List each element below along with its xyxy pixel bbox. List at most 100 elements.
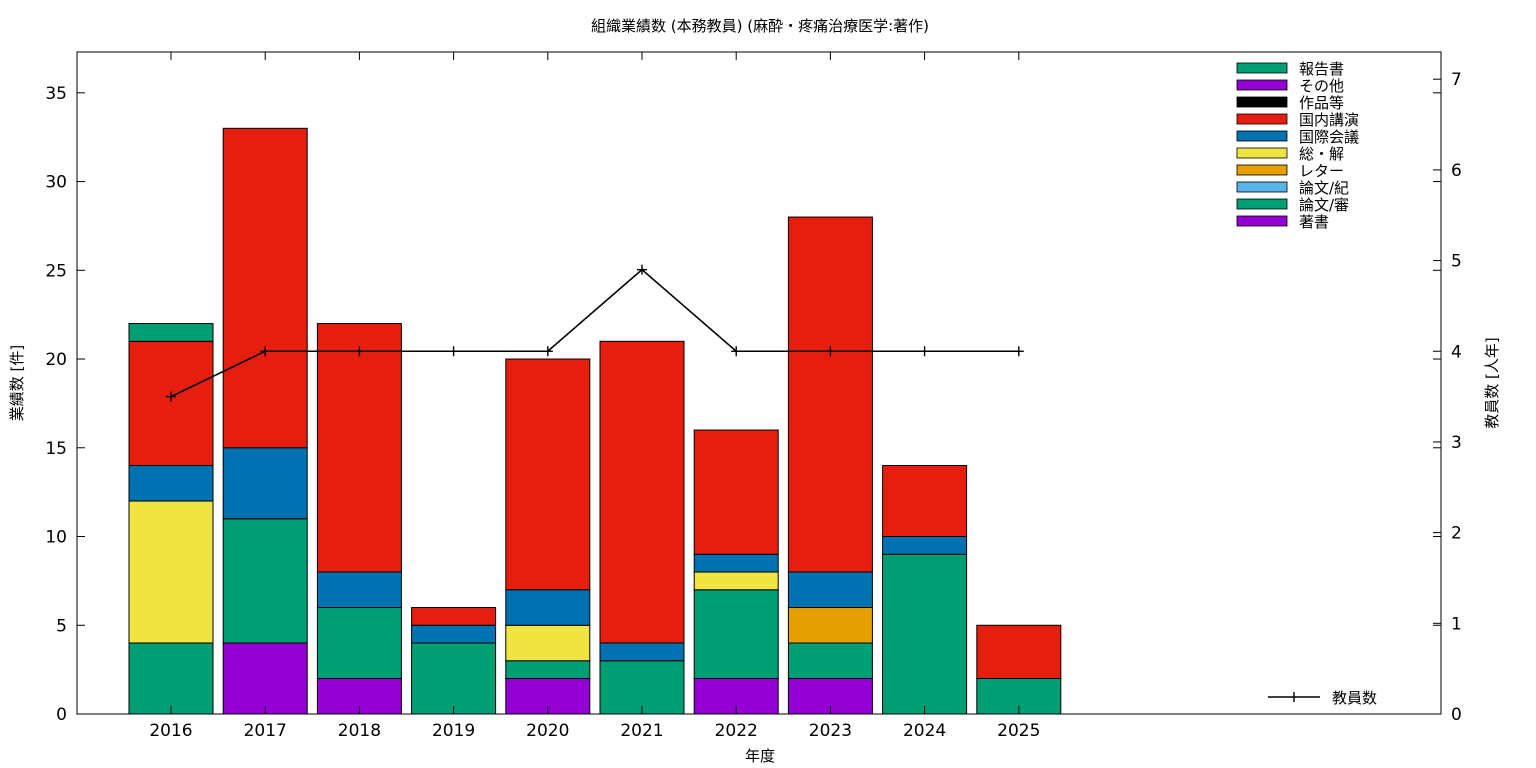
legend-swatch-9 xyxy=(1236,62,1288,74)
bar-2018-series-6 xyxy=(316,323,402,573)
bar-2017-series-1 xyxy=(222,518,308,644)
y2-tick-label-6: 6 xyxy=(1451,161,1462,181)
y2-tick-label-5: 5 xyxy=(1451,252,1462,272)
x-tick-label-2024: 2024 xyxy=(903,721,946,741)
bar-2020-series-1 xyxy=(505,660,591,680)
plot-frame xyxy=(76,51,1442,715)
bar-2016-series-1 xyxy=(128,642,214,715)
y2-tick-label-7: 7 xyxy=(1451,70,1462,90)
x-tick-label-2016: 2016 xyxy=(149,721,192,741)
line-point-2025 xyxy=(1013,346,1024,357)
bar-2019-series-5 xyxy=(411,624,497,644)
x-tick-label-2017: 2017 xyxy=(244,721,287,741)
legend-label-2: 論文/紀 xyxy=(1299,179,1349,197)
bar-2016-series-4 xyxy=(128,500,214,644)
bar-2022-series-1 xyxy=(693,589,779,680)
bar-2024-series-6 xyxy=(882,465,968,538)
bar-2022-series-5 xyxy=(693,553,779,573)
line-legend: 教員数 xyxy=(1268,689,1377,707)
y-tick-label-20: 20 xyxy=(45,350,67,370)
line-point-2020 xyxy=(542,346,553,357)
bar-2017-series-6 xyxy=(222,127,308,449)
bar-2016-series-5 xyxy=(128,465,214,502)
bar-2018-series-1 xyxy=(316,607,402,680)
y-tick-label-10: 10 xyxy=(45,528,67,548)
bar-2020-series-5 xyxy=(505,589,591,626)
legend-label-3: レター xyxy=(1299,162,1344,180)
x-axis: 2016 2017 2018 2019 2020 2021 2022 2023 2024 2025 xyxy=(149,52,1040,741)
bar-2017-series-0 xyxy=(222,642,308,715)
y2-axis-label: 教員数 [人年] xyxy=(1483,337,1501,428)
legend-swatch-1 xyxy=(1236,198,1288,210)
bar-2018-series-5 xyxy=(316,571,402,609)
bar-2025-series-6 xyxy=(976,624,1062,680)
y2-tick-label-4: 4 xyxy=(1451,342,1462,362)
legend-swatch-0 xyxy=(1236,215,1288,227)
legend-swatch-2 xyxy=(1236,181,1288,193)
bar-2019-series-1 xyxy=(411,642,497,715)
bar-2022-series-4 xyxy=(693,571,779,591)
line-point-2023 xyxy=(825,346,836,357)
x-tick-label-2018: 2018 xyxy=(338,721,381,741)
y-tick-label-25: 25 xyxy=(45,261,67,281)
legend-swatch-8 xyxy=(1236,79,1288,91)
line-point-2019 xyxy=(448,346,459,357)
legend-swatch-5 xyxy=(1236,130,1288,142)
y-tick-label-5: 5 xyxy=(56,616,67,636)
bar-2022-series-6 xyxy=(693,429,779,555)
y-axis: 0 5 10 15 20 25 30 35 xyxy=(45,84,1441,725)
y2-axis: 0 1 2 3 4 5 6 7 xyxy=(1433,70,1462,725)
legend-swatch-6 xyxy=(1236,113,1288,125)
x-axis-label: 年度 xyxy=(745,747,775,765)
bar-2017-series-5 xyxy=(222,447,308,520)
legend-label-8: その他 xyxy=(1299,77,1344,95)
bar-2016-series-6 xyxy=(128,340,214,467)
bar-2023-series-6 xyxy=(787,216,873,573)
bar-2016-series-9 xyxy=(128,323,214,342)
bar-2024-series-5 xyxy=(882,536,968,555)
bars-layer xyxy=(128,127,1062,715)
y-tick-label-35: 35 xyxy=(45,84,67,104)
line-point-2018 xyxy=(354,346,365,357)
bar-2019-series-6 xyxy=(411,607,497,626)
y-axis-label: 業績数 [件] xyxy=(8,345,26,421)
bar-2021-series-5 xyxy=(599,642,685,662)
bar-2020-series-4 xyxy=(505,624,591,662)
y-tick-label-30: 30 xyxy=(45,173,67,193)
y2-tick-label-0: 0 xyxy=(1451,705,1462,725)
chart-title: 組織業績数 (本務教員) (麻酔・疼痛治療医学:著作) xyxy=(591,17,929,35)
legend-swatch-7 xyxy=(1236,96,1288,108)
line-point-2017 xyxy=(260,346,271,357)
legend-label-1: 論文/審 xyxy=(1299,196,1349,214)
y2-tick-label-3: 3 xyxy=(1451,433,1462,453)
line-point-2022 xyxy=(731,346,742,357)
y-tick-label-0: 0 xyxy=(56,705,67,725)
line-point-2016 xyxy=(166,391,176,402)
legend-swatch-4 xyxy=(1236,147,1288,159)
y2-tick-label-1: 1 xyxy=(1451,614,1462,634)
legend-label-0: 著書 xyxy=(1299,213,1329,231)
line-legend-label: 教員数 xyxy=(1332,689,1377,707)
y2-tick-label-2: 2 xyxy=(1451,524,1462,544)
line-point-2024 xyxy=(919,346,930,357)
x-tick-label-2021: 2021 xyxy=(620,721,663,741)
legend-label-7: 作品等 xyxy=(1299,94,1344,112)
bar-2020-series-6 xyxy=(505,358,591,591)
legend-label-4: 総・解 xyxy=(1299,145,1344,163)
x-tick-label-2025: 2025 xyxy=(997,721,1040,741)
x-tick-label-2023: 2023 xyxy=(809,721,852,741)
bar-2023-series-1 xyxy=(787,642,873,680)
x-tick-label-2020: 2020 xyxy=(526,721,569,741)
bar-2023-series-5 xyxy=(787,571,873,609)
x-tick-label-2019: 2019 xyxy=(432,721,475,741)
y-tick-label-15: 15 xyxy=(45,439,67,459)
legend-label-9: 報告書 xyxy=(1299,60,1344,78)
line-layer xyxy=(166,264,1024,402)
line-point-2021 xyxy=(637,264,647,275)
bar-2021-series-6 xyxy=(599,340,685,644)
line-staff-count xyxy=(170,268,1019,398)
bar-2024-series-1 xyxy=(882,553,968,715)
x-tick-label-2022: 2022 xyxy=(715,721,758,741)
